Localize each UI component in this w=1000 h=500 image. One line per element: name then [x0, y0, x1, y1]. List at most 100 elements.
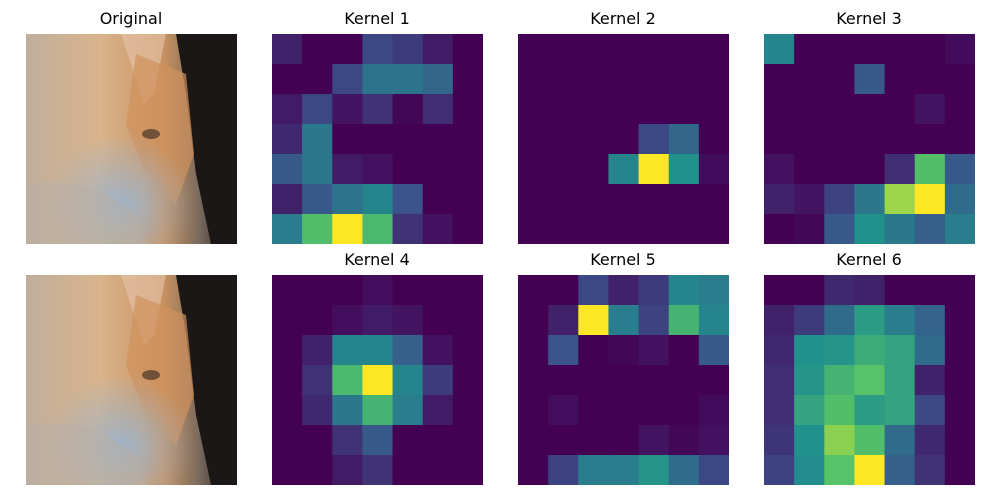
heatmap-cell — [332, 365, 363, 396]
heatmap-cell — [638, 154, 670, 185]
heatmap-cell — [548, 34, 579, 65]
heatmap-cell — [332, 214, 363, 244]
heatmap-cell — [608, 425, 640, 456]
heatmap-cell — [668, 365, 700, 396]
heatmap-cell — [668, 124, 700, 155]
heatmap-cell — [302, 214, 333, 244]
heatmap-cell — [668, 64, 700, 95]
heatmap-cell — [764, 184, 795, 215]
heatmap-cell — [422, 64, 454, 95]
heatmap-cell — [764, 34, 795, 65]
heatmap-cell — [794, 275, 825, 306]
heatmap-cell — [884, 34, 916, 65]
heatmap-cell — [332, 425, 363, 456]
heatmap-cell — [578, 94, 609, 125]
heatmap-cell — [794, 124, 825, 155]
heatmap-cell — [638, 455, 670, 485]
heatmap-cell — [698, 275, 729, 306]
heatmap-cell — [764, 275, 795, 306]
kernel-3-title: Kernel 3 — [836, 9, 902, 28]
kernel-3-heatmap — [764, 34, 975, 244]
heatmap-cell — [302, 335, 333, 366]
heatmap-cell — [764, 124, 795, 155]
heatmap-cell — [332, 64, 363, 95]
heatmap-cell — [914, 124, 946, 155]
heatmap-cell — [884, 64, 916, 95]
heatmap-cell — [764, 94, 795, 125]
heatmap-cell — [332, 34, 363, 65]
heatmap-cell — [452, 214, 483, 244]
heatmap-cell — [272, 154, 303, 185]
heatmap-cell — [794, 455, 825, 485]
heatmap-cell — [578, 365, 609, 396]
heatmap-cell — [362, 154, 394, 185]
heatmap-cell — [578, 395, 609, 426]
heatmap-cell — [302, 124, 333, 155]
heatmap-cell — [302, 425, 333, 456]
cat-photo-bottom — [26, 275, 237, 485]
heatmap-cell — [854, 124, 886, 155]
heatmap-cell — [302, 154, 333, 185]
heatmap-cell — [518, 64, 549, 95]
heatmap-cell — [548, 64, 579, 95]
heatmap-cell — [854, 305, 886, 336]
heatmap-cell — [518, 305, 549, 336]
heatmap-cell — [452, 365, 483, 396]
heatmap-cell — [854, 34, 886, 65]
heatmap-cell — [794, 214, 825, 244]
heatmap-cell — [914, 184, 946, 215]
heatmap-cell — [638, 425, 670, 456]
heatmap-cell — [638, 64, 670, 95]
heatmap-cell — [608, 94, 640, 125]
heatmap-cell — [854, 214, 886, 244]
heatmap-cell — [944, 365, 975, 396]
heatmap-cell — [392, 64, 424, 95]
heatmap-cell — [302, 275, 333, 306]
heatmap-cell — [422, 305, 454, 336]
heatmap-cell — [944, 305, 975, 336]
heatmap-cell — [914, 64, 946, 95]
heatmap-cell — [794, 425, 825, 456]
heatmap-cell — [302, 455, 333, 485]
kernel-6-title: Kernel 6 — [836, 250, 902, 269]
heatmap-cell — [944, 34, 975, 65]
heatmap-cell — [824, 94, 855, 125]
heatmap-cell — [392, 335, 424, 366]
heatmap-cell — [824, 395, 855, 426]
heatmap-cell — [362, 335, 394, 366]
heatmap-cell — [452, 275, 483, 306]
heatmap-cell — [548, 425, 579, 456]
heatmap-cell — [824, 124, 855, 155]
heatmap-cell — [392, 34, 424, 65]
heatmap-cell — [362, 214, 394, 244]
heatmap-cell — [944, 395, 975, 426]
heatmap-cell — [824, 425, 855, 456]
heatmap-cell — [944, 335, 975, 366]
heatmap-cell — [272, 425, 303, 456]
heatmap-cell — [764, 395, 795, 426]
heatmap-cell — [638, 335, 670, 366]
heatmap-cell — [422, 34, 454, 65]
heatmap-cell — [452, 154, 483, 185]
heatmap-cell — [518, 124, 549, 155]
heatmap-cell — [854, 154, 886, 185]
heatmap-cell — [548, 214, 579, 244]
heatmap-cell — [452, 184, 483, 215]
heatmap-cell — [362, 124, 394, 155]
heatmap-cell — [452, 395, 483, 426]
heatmap-cell — [392, 455, 424, 485]
heatmap-cell — [548, 395, 579, 426]
heatmap-cell — [362, 365, 394, 396]
heatmap-cell — [302, 365, 333, 396]
heatmap-cell — [422, 365, 454, 396]
heatmap-cell — [824, 64, 855, 95]
heatmap-cell — [884, 275, 916, 306]
heatmap-cell — [578, 34, 609, 65]
heatmap-cell — [914, 455, 946, 485]
heatmap-cell — [518, 214, 549, 244]
heatmap-cell — [914, 425, 946, 456]
heatmap-cell — [944, 455, 975, 485]
heatmap-cell — [362, 34, 394, 65]
heatmap-cell — [698, 64, 729, 95]
heatmap-cell — [668, 154, 700, 185]
